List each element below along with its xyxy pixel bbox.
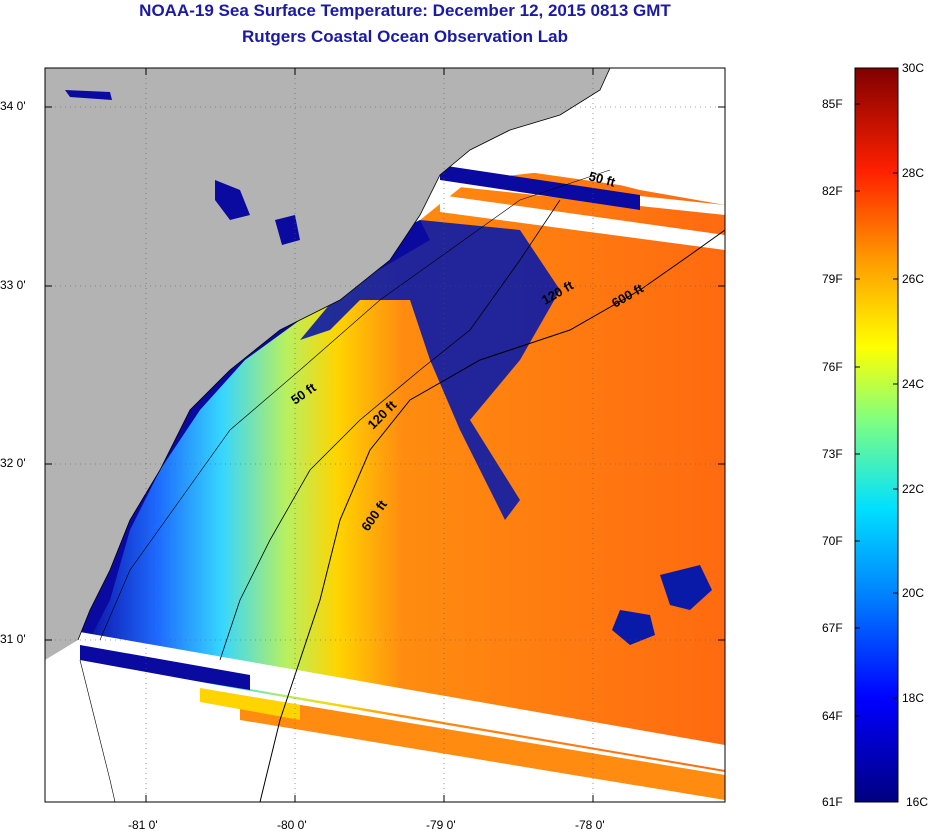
- cold-eddy: [660, 565, 712, 610]
- sst-south-strip: [240, 695, 725, 800]
- sst-south-strip-cool: [200, 688, 300, 720]
- colorbar-c-label: 16C: [906, 795, 929, 809]
- colorbar-f-label: 70F: [822, 534, 843, 548]
- lon-label: -80 0': [277, 818, 307, 832]
- cold-band-south: [80, 645, 250, 690]
- colorbar-f-label: 85F: [822, 97, 843, 111]
- land-cape: [610, 68, 725, 160]
- land: [45, 68, 610, 660]
- lon-label: -79 0': [426, 818, 456, 832]
- chart-subtitle: Rutgers Coastal Ocean Observation Lab: [242, 27, 568, 46]
- contour-50ft-line: [99, 169, 611, 641]
- colorbar-f-label: 67F: [822, 621, 843, 635]
- sst-field: [80, 170, 725, 802]
- colorbar-f-label: 76F: [822, 360, 843, 374]
- colorbar-c-label: 30C: [902, 61, 925, 75]
- lat-label: 34 0': [0, 99, 26, 113]
- cold-band-north: [440, 165, 640, 210]
- colorbar-f-label: 79F: [822, 272, 843, 286]
- graticule: [45, 68, 725, 802]
- colorbar-c-label: 20C: [902, 586, 925, 600]
- colorbar-ticks: [855, 103, 898, 717]
- colorbar-c-label: 26C: [902, 272, 925, 286]
- colorbar-f-label: 82F: [822, 184, 843, 198]
- contour-120ft-line: [219, 199, 561, 661]
- colorbar-f-label: 64F: [822, 709, 843, 723]
- axis-ticks: [45, 68, 725, 802]
- lon-label: -81 0': [128, 818, 158, 832]
- lake: [65, 90, 112, 100]
- lat-label: 32 0': [0, 456, 26, 470]
- lat-label: 31 0': [0, 632, 26, 646]
- coastline-south: [79, 659, 116, 802]
- scan-gap-south: [80, 632, 725, 770]
- colorbar-c-label: 18C: [902, 691, 925, 705]
- colorbar-f-label: 73F: [822, 447, 843, 461]
- colorbar: [854, 67, 899, 803]
- colorbar-c-label: 22C: [902, 482, 925, 496]
- lon-label: -78 0': [575, 818, 605, 832]
- map-border: [44, 67, 726, 803]
- contour-label: 50 ft: [587, 168, 617, 190]
- lake: [275, 215, 300, 245]
- contour-600ft-line: [259, 229, 725, 802]
- colorbar-c-label: 24C: [902, 377, 925, 391]
- cold-eddy: [612, 610, 655, 645]
- lat-label: 33 0': [0, 278, 26, 292]
- scan-gap-north: [440, 195, 725, 250]
- scan-gap-north: [430, 150, 725, 200]
- colorbar-c-label: 28C: [902, 166, 925, 180]
- lake: [215, 180, 250, 220]
- coastline: [77, 68, 611, 641]
- colorbar-f-label: 61F: [822, 795, 843, 809]
- chart-title: NOAA-19 Sea Surface Temperature: Decembe…: [139, 1, 671, 20]
